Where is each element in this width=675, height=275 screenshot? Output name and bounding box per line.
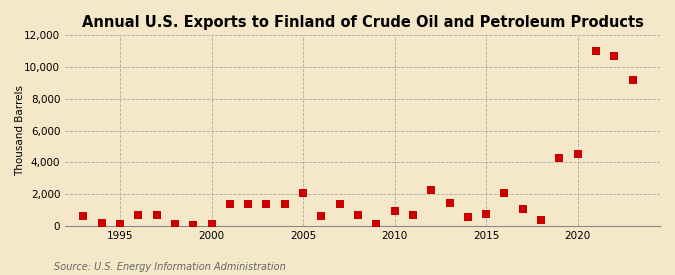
Point: [609, 54, 620, 58]
Point: [462, 215, 473, 219]
Point: [243, 202, 254, 206]
Point: [188, 223, 198, 227]
Point: [298, 191, 308, 196]
Point: [316, 214, 327, 219]
Point: [371, 222, 381, 227]
Point: [499, 190, 510, 195]
Point: [572, 152, 583, 156]
Point: [169, 222, 180, 227]
Point: [627, 78, 638, 82]
Point: [261, 202, 272, 207]
Point: [279, 202, 290, 207]
Text: Source: U.S. Energy Information Administration: Source: U.S. Energy Information Administ…: [54, 262, 286, 272]
Point: [133, 213, 144, 217]
Point: [352, 213, 363, 217]
Point: [536, 218, 547, 222]
Point: [225, 202, 236, 206]
Point: [444, 201, 455, 205]
Point: [206, 221, 217, 226]
Point: [334, 202, 345, 207]
Point: [408, 213, 418, 217]
Point: [481, 212, 491, 216]
Point: [554, 155, 565, 160]
Point: [426, 188, 437, 192]
Point: [97, 221, 107, 225]
Point: [389, 209, 400, 213]
Y-axis label: Thousand Barrels: Thousand Barrels: [15, 85, 25, 176]
Point: [151, 213, 162, 217]
Point: [78, 214, 89, 219]
Title: Annual U.S. Exports to Finland of Crude Oil and Petroleum Products: Annual U.S. Exports to Finland of Crude …: [82, 15, 643, 30]
Point: [517, 207, 528, 211]
Point: [115, 222, 126, 227]
Point: [591, 49, 601, 53]
